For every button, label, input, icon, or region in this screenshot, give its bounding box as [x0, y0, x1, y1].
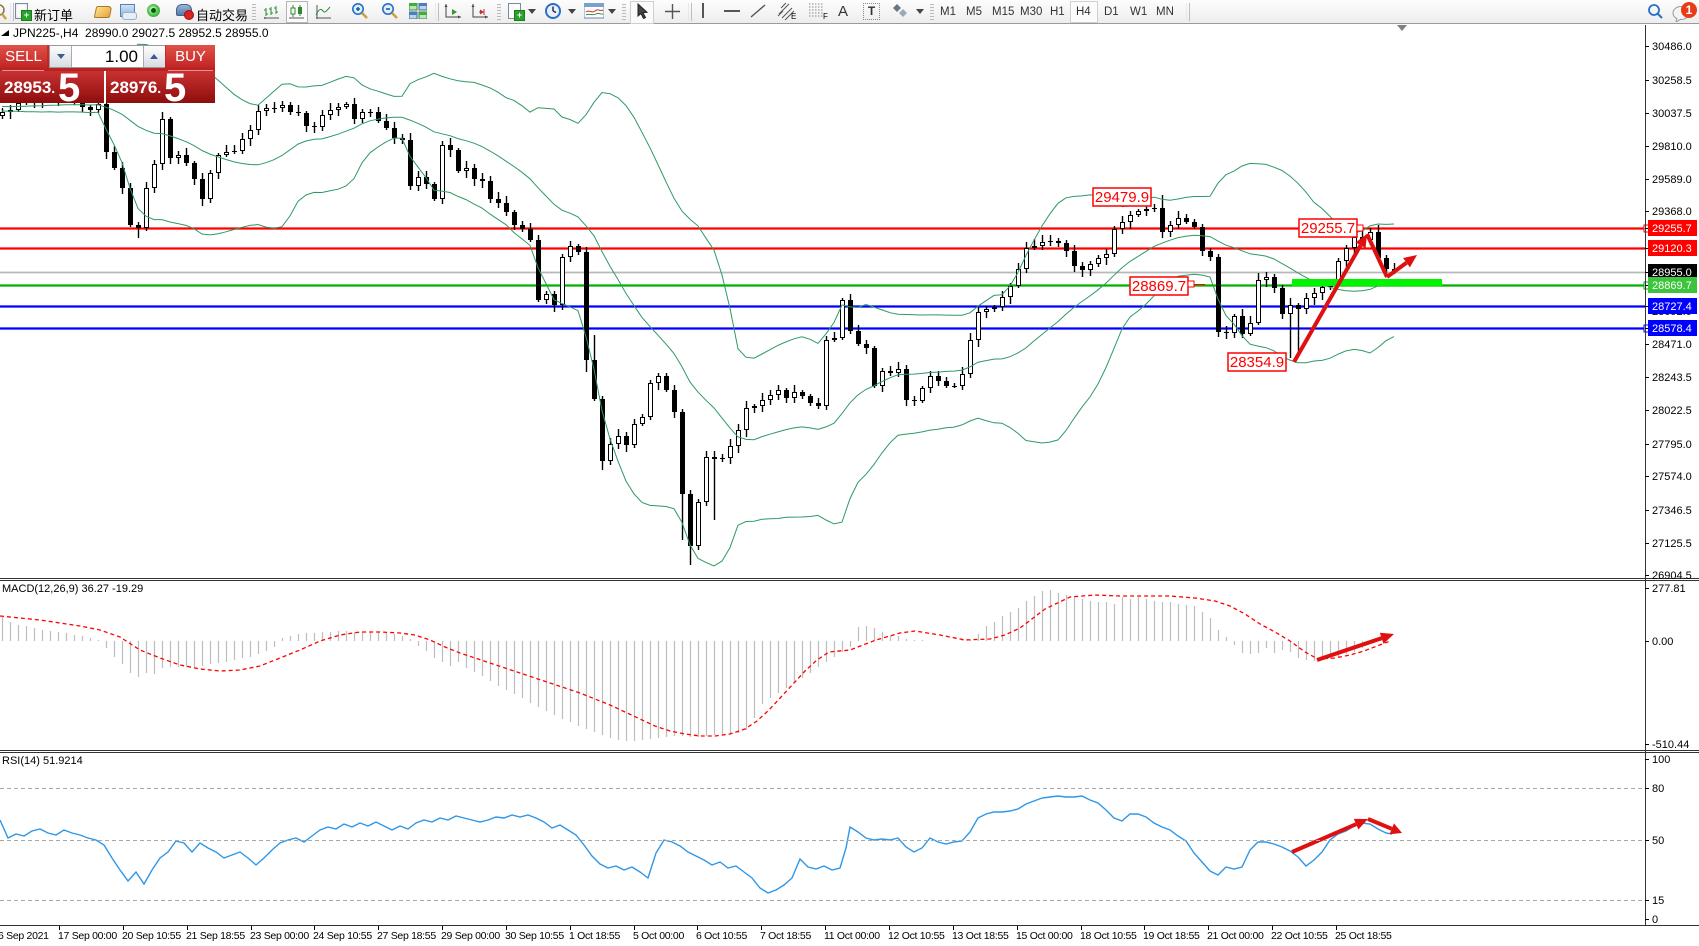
svg-text:E: E	[791, 12, 796, 21]
svg-text:21 Sep 18:55: 21 Sep 18:55	[186, 930, 245, 942]
svg-text:30486.0: 30486.0	[1652, 41, 1692, 53]
svg-text:28471.0: 28471.0	[1652, 339, 1692, 351]
svg-text:28727.4: 28727.4	[1652, 301, 1692, 313]
svg-text:5 Oct 00:00: 5 Oct 00:00	[633, 930, 684, 942]
svg-text:28955.0: 28955.0	[1652, 267, 1692, 279]
svg-text:6 Sep 2021: 6 Sep 2021	[0, 930, 49, 942]
svg-text:30258.5: 30258.5	[1652, 75, 1692, 87]
svg-text:80: 80	[1652, 783, 1664, 795]
svg-text:7 Oct 18:55: 7 Oct 18:55	[760, 930, 811, 942]
svg-text:-510.44: -510.44	[1652, 739, 1689, 751]
svg-text:18 Oct 10:55: 18 Oct 10:55	[1080, 930, 1137, 942]
svg-text:20 Sep 10:55: 20 Sep 10:55	[122, 930, 181, 942]
svg-text:29120.3: 29120.3	[1652, 243, 1692, 255]
svg-text:15 Oct 00:00: 15 Oct 00:00	[1016, 930, 1073, 942]
svg-text:19 Oct 18:55: 19 Oct 18:55	[1143, 930, 1200, 942]
svg-text:RSI(14) 51.9214: RSI(14) 51.9214	[2, 755, 83, 767]
svg-text:15: 15	[1652, 895, 1664, 907]
svg-text:28354.9: 28354.9	[1230, 354, 1284, 371]
svg-text:50: 50	[1652, 835, 1664, 847]
svg-text:29 Sep 00:00: 29 Sep 00:00	[441, 930, 500, 942]
svg-text:27346.5: 27346.5	[1652, 505, 1692, 517]
svg-text:28869.7: 28869.7	[1652, 280, 1692, 292]
svg-text:1 Oct 18:55: 1 Oct 18:55	[569, 930, 620, 942]
svg-text:29810.0: 29810.0	[1652, 141, 1692, 153]
svg-text:277.81: 277.81	[1652, 583, 1686, 595]
svg-text:22 Oct 10:55: 22 Oct 10:55	[1271, 930, 1328, 942]
svg-text:25 Oct 18:55: 25 Oct 18:55	[1335, 930, 1392, 942]
svg-text:28578.4: 28578.4	[1652, 323, 1692, 335]
svg-text:21 Oct 00:00: 21 Oct 00:00	[1207, 930, 1264, 942]
svg-text:26904.5: 26904.5	[1652, 570, 1692, 582]
svg-text:29589.0: 29589.0	[1652, 174, 1692, 186]
svg-text:28243.5: 28243.5	[1652, 372, 1692, 384]
svg-text:29479.9: 29479.9	[1095, 189, 1149, 206]
svg-text:F: F	[823, 12, 828, 21]
svg-text:29255.7: 29255.7	[1301, 220, 1355, 237]
svg-text:30 Sep 10:55: 30 Sep 10:55	[505, 930, 564, 942]
svg-text:13 Oct 18:55: 13 Oct 18:55	[952, 930, 1009, 942]
svg-text:0: 0	[1652, 914, 1658, 926]
svg-text:27574.0: 27574.0	[1652, 471, 1692, 483]
svg-text:27125.5: 27125.5	[1652, 538, 1692, 550]
svg-text:24 Sep 10:55: 24 Sep 10:55	[313, 930, 372, 942]
svg-text:11 Oct 00:00: 11 Oct 00:00	[824, 930, 880, 942]
svg-text:28869.7: 28869.7	[1132, 278, 1186, 295]
svg-text:0.00: 0.00	[1652, 636, 1673, 648]
svg-text:MACD(12,26,9) 36.27 -19.29: MACD(12,26,9) 36.27 -19.29	[2, 583, 143, 595]
svg-text:27795.0: 27795.0	[1652, 439, 1692, 451]
svg-text:23 Sep 00:00: 23 Sep 00:00	[250, 930, 309, 942]
svg-text:30037.5: 30037.5	[1652, 108, 1692, 120]
svg-text:17 Sep 00:00: 17 Sep 00:00	[58, 930, 117, 942]
svg-text:100: 100	[1652, 754, 1670, 766]
svg-text:JPN225-,H4 28990.0 29027.5 28: JPN225-,H4 28990.0 29027.5 28952.5 28955…	[13, 26, 269, 40]
svg-text:29255.7: 29255.7	[1652, 223, 1692, 235]
svg-text:28022.5: 28022.5	[1652, 405, 1692, 417]
svg-text:1: 1	[1686, 3, 1693, 17]
svg-text:27 Sep 18:55: 27 Sep 18:55	[377, 930, 436, 942]
svg-text:29368.0: 29368.0	[1652, 206, 1692, 218]
svg-text:12 Oct 10:55: 12 Oct 10:55	[888, 930, 945, 942]
svg-text:6 Oct 10:55: 6 Oct 10:55	[696, 930, 747, 942]
